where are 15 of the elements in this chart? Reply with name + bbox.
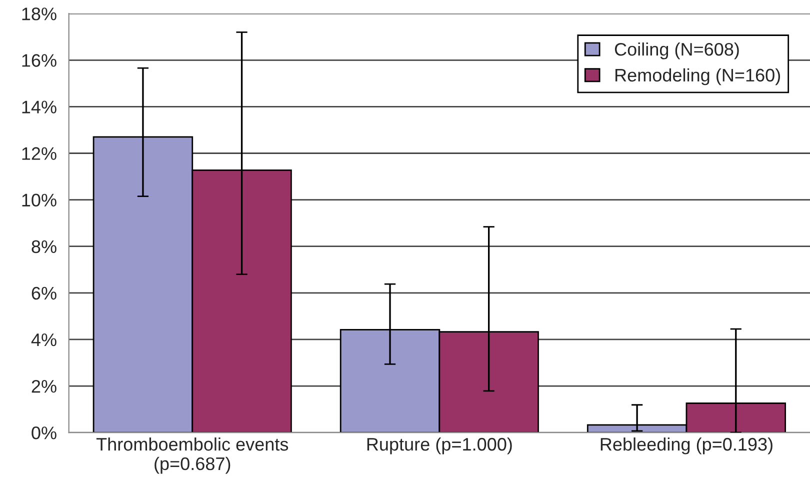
legend-label: Coiling (N=608) [614, 42, 739, 60]
y-tick-label: 4% [31, 333, 56, 346]
y-tick-label: 18% [22, 8, 56, 20]
y-tick-label: 12% [22, 147, 56, 160]
y-tick-label: 2% [32, 380, 56, 393]
y-tick-label: 6% [32, 286, 56, 300]
y-tick-label: 16% [22, 54, 56, 67]
x-tick-label: Rupture (p=1.000) [367, 437, 512, 454]
y-tick-label: 0% [32, 426, 56, 440]
y-tick-label: 10% [22, 194, 56, 207]
x-tick-label: Thromboembolic events (p=0.687) [96, 437, 288, 474]
y-tick-label: 8% [32, 240, 56, 254]
legend-label: Remodeling (N=160) [616, 68, 780, 86]
y-tick-label: 14% [22, 100, 56, 114]
x-tick-label: Rebleeding (p=0.193) [600, 437, 772, 454]
